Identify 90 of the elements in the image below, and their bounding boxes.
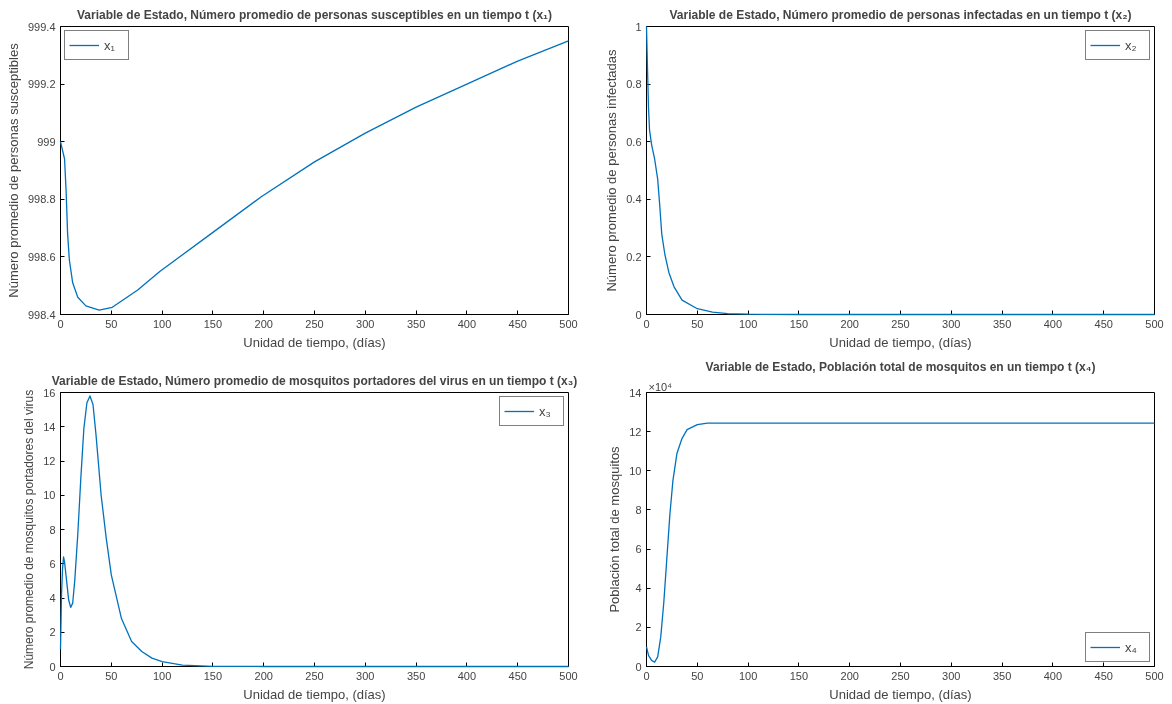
x-tick-label: 150 (789, 317, 809, 330)
x-tick-label: 350 (406, 669, 426, 682)
y-tick-label: 0.8 (626, 78, 642, 91)
y-tick-label: 8 (49, 523, 56, 536)
y-tick-label: 0 (635, 660, 642, 673)
y-tick-label: 998.6 (27, 250, 56, 263)
y-tick-label: 12 (629, 425, 642, 438)
y-tick-label: 10 (43, 489, 56, 502)
chart-title: Variable de Estado, Número promedio de personas susceptibles en un tiempo t (x₁) (76, 7, 553, 22)
y-tick-label: 4 (635, 582, 642, 595)
y-tick-label: 0.4 (626, 193, 642, 206)
x-tick-label: 100 (738, 669, 758, 682)
x-tick-label: 500 (559, 669, 578, 682)
x-tick-label: 450 (1094, 317, 1113, 330)
x-axis-title: Unidad de tiempo, (días) (829, 334, 972, 350)
x-tick-label: 100 (152, 317, 172, 330)
x-tick-label: 450 (1094, 669, 1113, 682)
y-tick-label: 14 (629, 386, 642, 399)
x-tick-label: 500 (1145, 317, 1164, 330)
x-tick-label: 500 (1145, 669, 1164, 682)
chart-title: Variable de Estado, Población total de mosquitos en un tiempo t (x₄) (705, 359, 1096, 374)
x-tick-label: 300 (942, 669, 961, 682)
x-tick-label: 350 (992, 669, 1012, 682)
legend-label: x₁ (104, 37, 116, 53)
x-tick-label: 0 (643, 317, 650, 330)
x-tick-label: 150 (789, 669, 809, 682)
x-tick-label: 400 (1043, 317, 1063, 330)
x-tick-label: 50 (691, 669, 704, 682)
x-tick-label: 300 (356, 317, 375, 330)
y-tick-label: 998.4 (27, 308, 56, 321)
x-axis-title: Unidad de tiempo, (días) (829, 686, 972, 702)
legend-label: x₄ (1125, 639, 1138, 655)
y-tick-label: 2 (49, 626, 56, 639)
y-tick-label: 0.2 (626, 250, 642, 263)
x-tick-label: 50 (691, 317, 704, 330)
x-tick-label: 0 (57, 317, 64, 330)
y-tick-label: 10 (629, 464, 642, 477)
y-tick-label: 999.4 (27, 20, 56, 33)
x-tick-label: 200 (254, 669, 273, 682)
chart-title: Variable de Estado, Número promedio de personas infectadas en un tiempo t (x₂) (669, 7, 1132, 22)
x-tick-label: 400 (457, 669, 477, 682)
y-axis-title: Población total de mosquitos (607, 445, 623, 613)
y-tick-label: 2 (635, 621, 642, 634)
x-tick-label: 200 (840, 669, 859, 682)
x-tick-label: 50 (105, 669, 118, 682)
y-tick-label: 6 (49, 557, 56, 570)
x-tick-label: 400 (1043, 669, 1063, 682)
x-tick-label: 250 (891, 669, 910, 682)
x-tick-label: 300 (356, 669, 375, 682)
y-tick-label: 999.2 (27, 78, 56, 91)
x-tick-label: 500 (559, 317, 578, 330)
y-axis-title: Número promedio de mosquitos portadores del virus (22, 389, 37, 670)
x-tick-label: 0 (57, 669, 64, 682)
y-tick-label: 14 (43, 420, 56, 433)
x-tick-label: 400 (457, 317, 477, 330)
legend-label: x₂ (1125, 37, 1138, 53)
x-tick-label: 350 (992, 317, 1012, 330)
y-tick-label: 4 (49, 592, 56, 604)
x-tick-label: 150 (203, 669, 223, 682)
y-tick-label: 0.6 (626, 135, 642, 148)
y-tick-label: 0 (49, 660, 56, 673)
x-axis-title: Unidad de tiempo, (días) (243, 686, 386, 702)
x-tick-label: 450 (508, 669, 527, 682)
y-tick-label: 0 (635, 308, 642, 321)
x-tick-label: 100 (738, 317, 758, 330)
legend-label: x₃ (539, 403, 552, 419)
x-tick-label: 300 (942, 317, 961, 330)
annotation: ×10⁴ (648, 380, 673, 393)
x-tick-label: 100 (152, 669, 172, 682)
x-tick-label: 0 (643, 669, 650, 682)
x-tick-label: 200 (840, 317, 859, 330)
y-axis-title: Número promedio de personas susceptibles (5, 42, 21, 298)
y-tick-label: 1 (635, 20, 642, 33)
y-tick-label: 8 (635, 503, 642, 516)
y-tick-label: 16 (43, 386, 56, 399)
x-tick-label: 250 (891, 317, 910, 330)
x-tick-label: 200 (254, 317, 273, 330)
chart-title: Variable de Estado, Número promedio de mosquitos portadores del virus en un tiempo t (x₃) (51, 373, 578, 388)
x-tick-label: 150 (203, 317, 223, 330)
y-tick-label: 12 (43, 455, 56, 467)
y-tick-label: 999 (37, 135, 56, 148)
x-tick-label: 450 (508, 317, 527, 330)
x-axis-title: Unidad de tiempo, (días) (243, 334, 386, 350)
y-axis-title: Número promedio de personas infectadas (604, 48, 620, 292)
x-tick-label: 350 (406, 317, 426, 330)
y-tick-label: 998.8 (27, 193, 56, 206)
x-tick-label: 250 (305, 317, 324, 330)
x-tick-label: 50 (105, 317, 118, 330)
x-tick-label: 250 (305, 669, 324, 682)
y-tick-label: 6 (635, 543, 642, 556)
